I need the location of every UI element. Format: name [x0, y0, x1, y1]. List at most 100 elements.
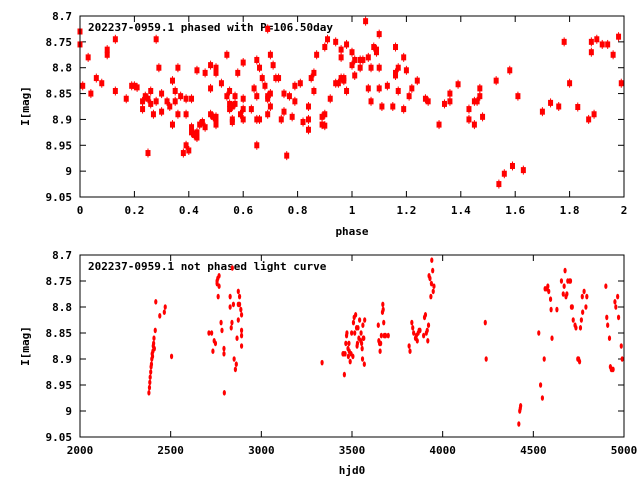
- data-point: [169, 77, 175, 84]
- data-point: [429, 293, 433, 300]
- data-point: [338, 75, 344, 82]
- data-point: [159, 90, 165, 97]
- data-point: [228, 304, 232, 310]
- data-point: [616, 314, 621, 321]
- data-point: [555, 306, 559, 313]
- data-point: [338, 46, 344, 53]
- data-point: [574, 325, 578, 331]
- data-point: [210, 113, 216, 120]
- data-point: [546, 283, 550, 290]
- data-point: [355, 340, 360, 347]
- x-axis-label: phase: [335, 225, 368, 238]
- data-point: [581, 309, 585, 316]
- data-point: [471, 98, 477, 105]
- data-point: [401, 106, 407, 113]
- data-point: [360, 340, 364, 347]
- data-point: [232, 356, 236, 362]
- data-point: [455, 81, 461, 88]
- data-point: [220, 327, 224, 334]
- data-point: [189, 124, 195, 131]
- data-point: [236, 288, 240, 295]
- data-point: [140, 106, 146, 113]
- data-point: [222, 351, 226, 357]
- data-point: [239, 327, 244, 334]
- data-point: [549, 306, 553, 313]
- data-point: [229, 325, 233, 331]
- data-point: [538, 382, 543, 388]
- data-point: [568, 278, 573, 284]
- data-point: [401, 54, 407, 61]
- data-point: [605, 41, 611, 48]
- data-point: [580, 293, 584, 300]
- data-point: [237, 301, 242, 308]
- data-point: [145, 150, 151, 157]
- data-point: [357, 56, 363, 63]
- x-axis-label: hjd0: [339, 464, 366, 477]
- data-point: [447, 90, 453, 97]
- data-point: [409, 85, 415, 92]
- data-point: [150, 111, 156, 118]
- data-point: [265, 25, 271, 32]
- data-point: [356, 325, 360, 331]
- data-point: [147, 384, 152, 391]
- data-point: [604, 283, 608, 290]
- data-point: [314, 51, 320, 58]
- data-point: [363, 18, 369, 25]
- data-point: [353, 330, 357, 336]
- data-point: [169, 121, 175, 128]
- data-point: [235, 335, 239, 342]
- data-point: [344, 340, 348, 347]
- data-point: [379, 340, 383, 347]
- data-point: [584, 304, 588, 310]
- data-point: [325, 36, 331, 43]
- data-point: [145, 95, 151, 102]
- data-point: [189, 129, 195, 136]
- data-point: [610, 51, 616, 58]
- data-point: [227, 87, 233, 94]
- data-point: [386, 332, 390, 339]
- data-point: [483, 319, 487, 326]
- data-point: [208, 85, 214, 92]
- data-point: [618, 80, 624, 87]
- data-point: [403, 67, 409, 74]
- data-point: [376, 322, 380, 329]
- data-point: [350, 330, 354, 336]
- data-point: [393, 44, 399, 51]
- data-point: [152, 340, 156, 347]
- data-point: [267, 90, 273, 97]
- data-point: [348, 358, 352, 365]
- data-point: [345, 330, 349, 336]
- data-point: [88, 90, 94, 97]
- data-point: [104, 46, 110, 53]
- data-point: [259, 75, 265, 82]
- data-point: [186, 147, 192, 154]
- data-point: [234, 361, 238, 368]
- data-point: [360, 345, 364, 352]
- data-point: [104, 51, 110, 58]
- data-point: [163, 304, 167, 310]
- data-point: [129, 82, 135, 89]
- data-point: [319, 113, 325, 120]
- data-point: [575, 104, 581, 111]
- data-point: [484, 356, 488, 362]
- data-point: [189, 95, 195, 102]
- data-point: [493, 77, 499, 84]
- data-point: [567, 80, 573, 87]
- y-tick-label: 9: [65, 165, 72, 178]
- data-point: [180, 150, 186, 157]
- data-point: [142, 93, 148, 100]
- data-point: [620, 356, 624, 362]
- data-point: [599, 41, 605, 48]
- data-point: [365, 85, 371, 92]
- y-tick-label: 8.85: [46, 327, 73, 340]
- data-point: [588, 38, 594, 45]
- data-point: [578, 325, 583, 331]
- data-point: [381, 306, 385, 313]
- data-point: [164, 98, 170, 105]
- data-point: [230, 319, 234, 326]
- data-point: [167, 103, 173, 110]
- data-point: [474, 98, 480, 105]
- data-point: [606, 322, 610, 329]
- data-point: [232, 93, 238, 100]
- data-point: [194, 67, 200, 74]
